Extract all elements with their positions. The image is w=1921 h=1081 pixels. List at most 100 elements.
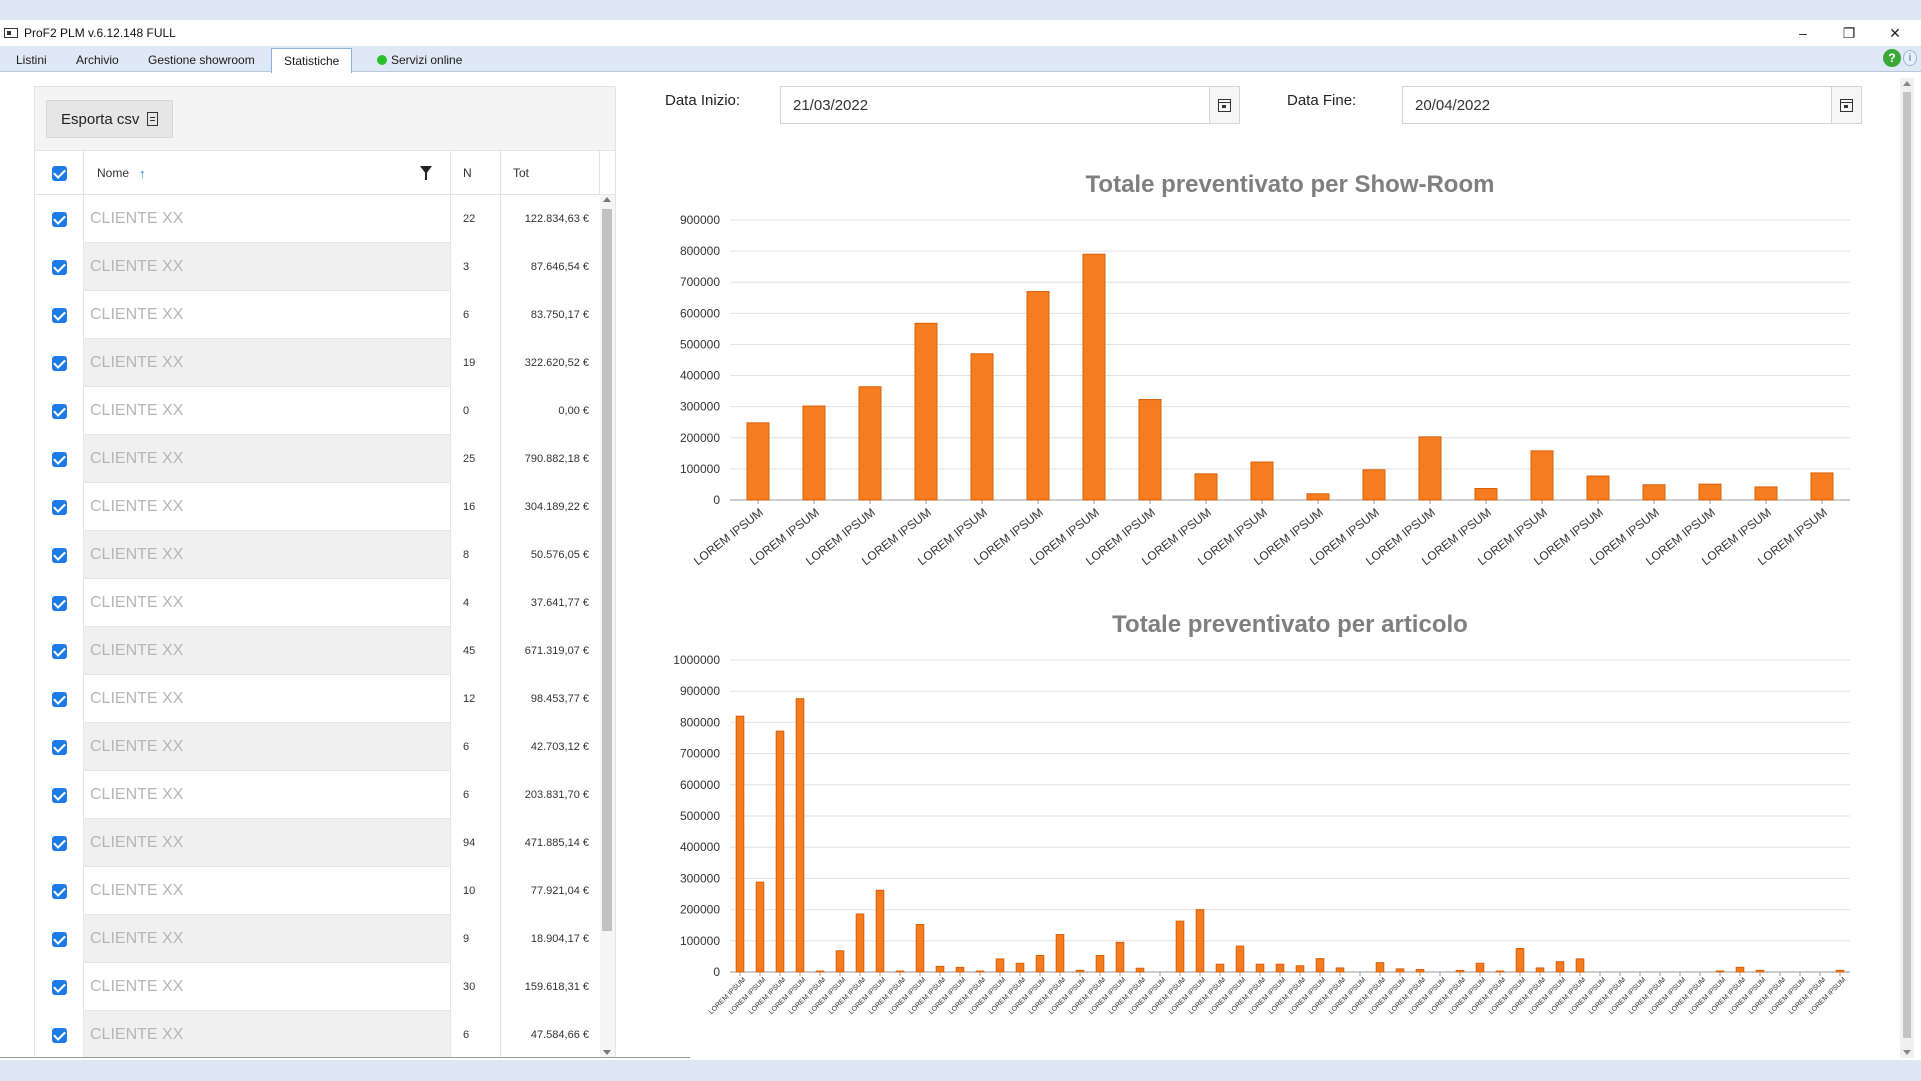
client-name: CLIENTE XX [84, 723, 451, 771]
scroll-up-icon[interactable] [1903, 81, 1911, 86]
calendar-icon [1218, 98, 1231, 112]
y-tick-label: 800000 [680, 244, 720, 258]
client-total: 50.576,05 € [501, 531, 600, 579]
end-date-field[interactable]: 20/04/2022 [1402, 86, 1862, 124]
row-checkbox[interactable] [51, 787, 67, 803]
bar [995, 958, 1005, 973]
table-scrollbar[interactable] [600, 195, 615, 1057]
calendar-icon [1840, 98, 1853, 112]
client-total: 790.882,18 € [501, 435, 600, 483]
scroll-down-icon[interactable] [1903, 1050, 1911, 1055]
header-n[interactable]: N [451, 151, 501, 195]
table-row[interactable]: CLIENTE XX 3 87.646,54 € [35, 243, 600, 291]
row-checkbox[interactable] [51, 643, 67, 659]
table-row[interactable]: CLIENTE XX 8 50.576,05 € [35, 531, 600, 579]
export-csv-button[interactable]: Esporta csv [46, 100, 174, 138]
y-tick-label: 500000 [680, 809, 720, 823]
start-date-picker-button[interactable] [1209, 87, 1239, 123]
row-checkbox[interactable] [51, 739, 67, 755]
row-checkbox[interactable] [51, 403, 67, 419]
row-checkbox[interactable] [51, 451, 67, 467]
row-checkbox-cell [35, 579, 84, 627]
start-date-field[interactable]: 21/03/2022 [780, 86, 1240, 124]
bar [1295, 965, 1305, 973]
toolbar: Esporta csv [35, 87, 615, 151]
row-checkbox[interactable] [51, 1027, 67, 1043]
bar [835, 950, 845, 973]
client-total: 122.834,63 € [501, 195, 600, 243]
client-name: CLIENTE XX [84, 531, 451, 579]
bar [755, 881, 765, 973]
bar [935, 965, 945, 973]
client-total: 98.453,77 € [501, 675, 600, 723]
table-row[interactable]: CLIENTE XX 25 790.882,18 € [35, 435, 600, 483]
table-row[interactable]: CLIENTE XX 6 42.703,12 € [35, 723, 600, 771]
bar [1375, 962, 1385, 973]
table-row[interactable]: CLIENTE XX 6 83.750,17 € [35, 291, 600, 339]
tab-archivio[interactable]: Archivio [64, 48, 131, 72]
table-row[interactable]: CLIENTE XX 4 37.641,77 € [35, 579, 600, 627]
info-icon[interactable]: i [1903, 50, 1917, 66]
scroll-up-icon[interactable] [603, 197, 611, 202]
end-date-picker-button[interactable] [1831, 87, 1861, 123]
y-tick-label: 400000 [680, 840, 720, 854]
scroll-down-icon[interactable] [603, 1050, 611, 1055]
table-row[interactable]: CLIENTE XX 9 18.904,17 € [35, 915, 600, 963]
tab-label: Gestione showroom [148, 53, 255, 67]
row-checkbox[interactable] [51, 931, 67, 947]
scroll-thumb[interactable] [602, 209, 612, 931]
row-checkbox[interactable] [51, 307, 67, 323]
page-scrollbar[interactable] [1900, 78, 1914, 1058]
bar [802, 405, 826, 501]
bar [1474, 487, 1498, 501]
table-row[interactable]: CLIENTE XX 0 0,00 € [35, 387, 600, 435]
client-table-body: CLIENTE XX 22 122.834,63 € CLIENTE XX 3 87.64… [35, 195, 600, 1057]
header-tot[interactable]: Tot [501, 151, 600, 195]
y-tick-label: 300000 [680, 400, 720, 414]
row-checkbox[interactable] [51, 259, 67, 275]
select-all-checkbox[interactable] [51, 165, 67, 181]
client-total: 47.584,66 € [501, 1011, 600, 1057]
table-row[interactable]: CLIENTE XX 10 77.921,04 € [35, 867, 600, 915]
row-checkbox[interactable] [51, 355, 67, 371]
table-row[interactable]: CLIENTE XX 30 159.618,31 € [35, 963, 600, 1011]
table-row[interactable]: CLIENTE XX 12 98.453,77 € [35, 675, 600, 723]
tab-listini[interactable]: Listini [4, 48, 59, 72]
tab-label: Listini [16, 53, 47, 67]
filter-icon[interactable] [420, 166, 432, 180]
minimize-button[interactable]: – [1799, 25, 1807, 41]
help-icon[interactable]: ? [1883, 49, 1901, 67]
row-checkbox[interactable] [51, 835, 67, 851]
row-checkbox[interactable] [51, 979, 67, 995]
row-checkbox[interactable] [51, 211, 67, 227]
bar [1306, 493, 1330, 501]
restore-button[interactable]: ❐ [1842, 24, 1856, 41]
bar [1015, 962, 1025, 973]
title-bar: ProF2 PLM v.6.12.148 FULL [0, 20, 1921, 46]
table-row[interactable]: CLIENTE XX 6 47.584,66 € [35, 1011, 600, 1057]
table-row[interactable]: CLIENTE XX 22 122.834,63 € [35, 195, 600, 243]
row-checkbox[interactable] [51, 595, 67, 611]
close-button[interactable]: ✕ [1889, 24, 1901, 41]
row-checkbox-cell [35, 627, 84, 675]
table-row[interactable]: CLIENTE XX 45 671.319,07 € [35, 627, 600, 675]
client-count: 6 [451, 771, 501, 819]
table-row[interactable]: CLIENTE XX 94 471.885,14 € [35, 819, 600, 867]
table-row[interactable]: CLIENTE XX 19 322.620,52 € [35, 339, 600, 387]
table-row[interactable]: CLIENTE XX 6 203.831,70 € [35, 771, 600, 819]
client-count: 8 [451, 531, 501, 579]
sort-ascending-icon: ↑ [139, 165, 146, 181]
table-row[interactable]: CLIENTE XX 16 304.189,22 € [35, 483, 600, 531]
tab-servizi-online[interactable]: Servizi online [365, 48, 474, 72]
row-checkbox[interactable] [51, 883, 67, 899]
row-checkbox[interactable] [51, 691, 67, 707]
row-checkbox[interactable] [51, 547, 67, 563]
header-name[interactable]: Nome ↑ [84, 151, 451, 195]
scroll-thumb[interactable] [1903, 92, 1911, 1038]
tab-gestione-showroom[interactable]: Gestione showroom [136, 48, 267, 72]
row-checkbox[interactable] [51, 499, 67, 515]
bar [1755, 969, 1765, 973]
status-bar [0, 1060, 1921, 1081]
tab-statistiche[interactable]: Statistiche [271, 48, 353, 73]
